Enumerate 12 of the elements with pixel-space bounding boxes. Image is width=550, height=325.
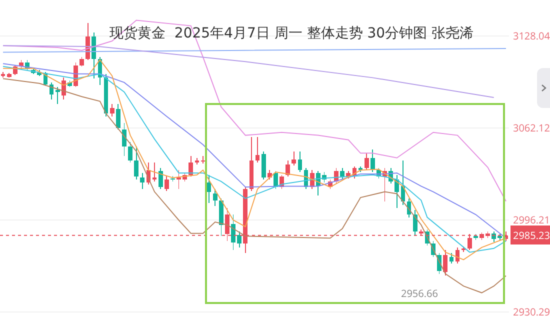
candlestick	[55, 87, 60, 104]
text: 现货黄金 2025年4月7日 周一 整体走势 30分钟图 张尧浠	[110, 25, 474, 42]
annotation: 2956.66	[401, 286, 438, 300]
line-series	[2, 45, 494, 98]
y-tick-label: 2930.29	[513, 304, 550, 319]
ref-line-label: 2985.23	[513, 228, 550, 242]
candlestick	[255, 137, 260, 163]
y-tick-label: 3128.04	[513, 28, 550, 43]
y-tick-label: 2996.21	[513, 212, 550, 227]
y-tick-label: 3062.12	[513, 120, 550, 135]
candlestick	[152, 162, 157, 182]
candlestick	[200, 156, 206, 164]
